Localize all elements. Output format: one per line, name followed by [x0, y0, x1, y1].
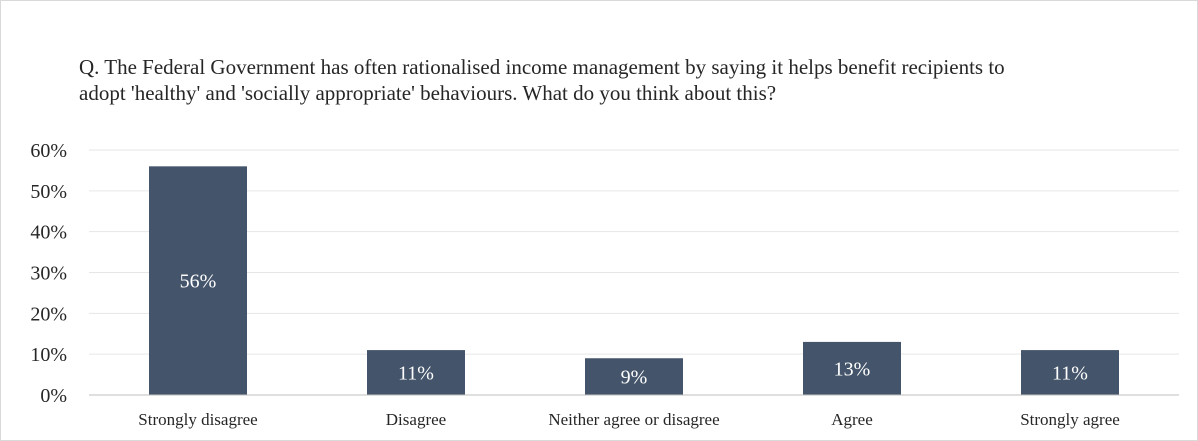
- labels: 0% 10% 20% 30% 40% 50% 60% 56% Strongly disagree…: [30, 140, 1119, 429]
- bars: [149, 166, 1119, 395]
- y-tick-label: 60%: [30, 140, 67, 162]
- bar: [803, 341, 901, 395]
- y-tick-label: 30%: [30, 263, 67, 285]
- y-tick-label: 50%: [30, 181, 67, 203]
- chart-title: Q. The Federal Government has often rati…: [79, 55, 1005, 105]
- data-label: 11%: [398, 363, 434, 385]
- y-tick-label: 0%: [40, 385, 67, 407]
- x-tick-label: Disagree: [386, 410, 446, 429]
- x-tick-label: Agree: [831, 410, 873, 429]
- y-tick-label: 20%: [30, 303, 67, 325]
- y-tick-label: 40%: [30, 222, 67, 244]
- bar: [149, 166, 247, 395]
- data-label: 9%: [621, 367, 648, 389]
- bar: [1021, 350, 1119, 395]
- y-tick-label: 10%: [30, 344, 67, 366]
- data-label: 56%: [180, 271, 217, 293]
- bar: [367, 350, 465, 395]
- x-tick-label: Neither agree or disagree: [548, 410, 719, 429]
- data-label: 11%: [1052, 363, 1088, 385]
- data-label: 13%: [834, 358, 871, 380]
- gridlines: [89, 149, 1179, 355]
- bar: [585, 358, 683, 395]
- x-tick-label: Strongly agree: [1020, 410, 1120, 429]
- x-tick-label: Strongly disagree: [138, 410, 257, 429]
